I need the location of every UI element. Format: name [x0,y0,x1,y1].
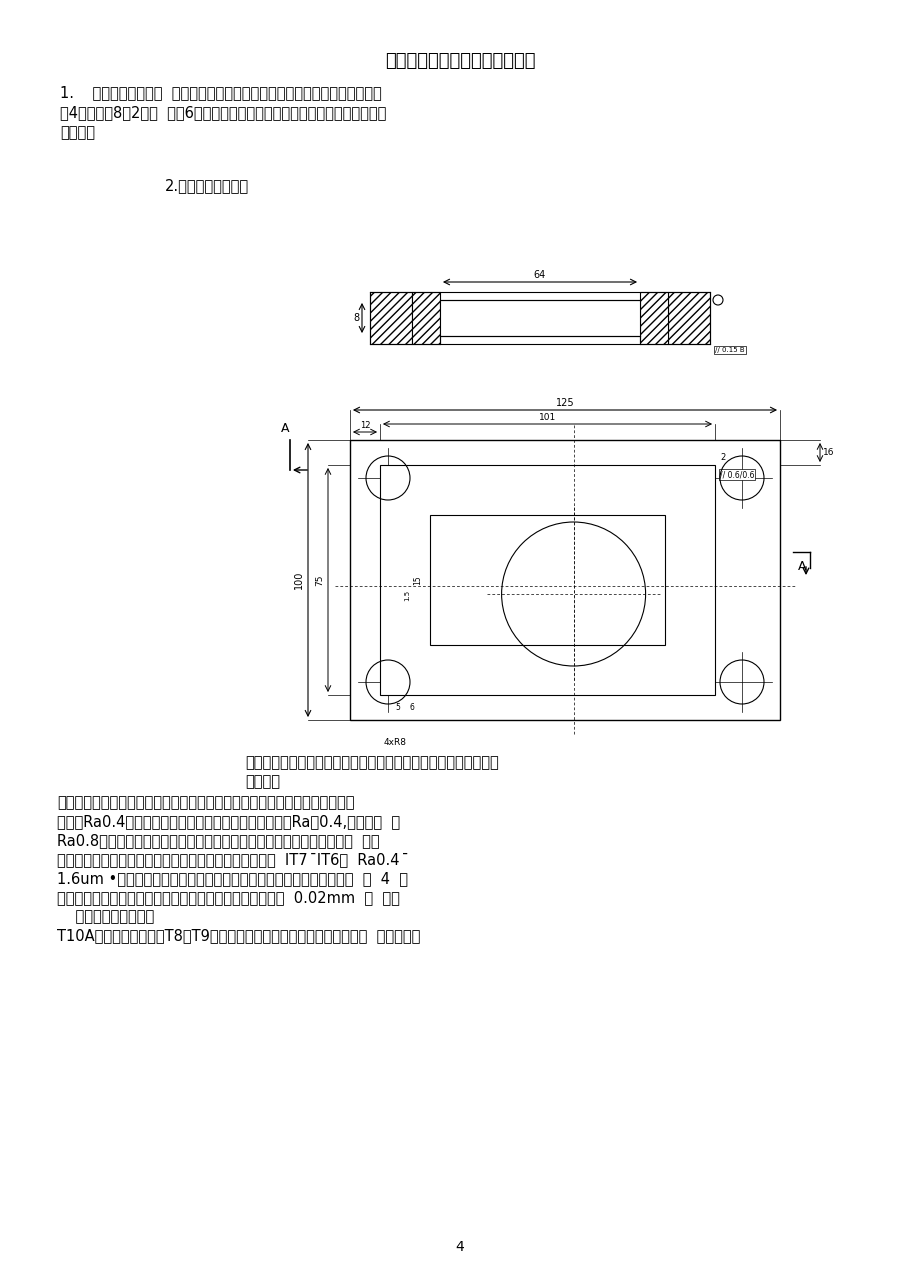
Text: 4xR8: 4xR8 [383,738,406,747]
Text: 100: 100 [294,570,303,589]
Text: 第一章、零件的技术要求及分析: 第一章、零件的技术要求及分析 [384,52,535,70]
Bar [369,292,412,344]
Text: 精度。零件上各孔之间的孔间应保持一致，一般误差要求在  0.02mm  以  下。: 精度。零件上各孔之间的孔间应保持一致，一般误差要求在 0.02mm 以 下。 [57,890,400,906]
Text: 注采用统: 注采用统 [244,773,279,789]
Text: 2.图纸技术要求分析: 2.图纸技术要求分析 [165,178,249,193]
Bar [429,516,664,645]
Text: Ra3.2/Ra: Ra3.2/Ra [593,555,624,573]
Text: 125: 125 [555,398,573,408]
Bar [380,465,714,695]
Text: φ23~3/28: φ23~3/28 [603,601,641,627]
Text: // 0.6/0.6: // 0.6/0.6 [720,470,754,479]
Text: 2: 2 [720,452,724,461]
Text: A: A [280,422,289,436]
Bar [349,439,779,720]
Bar [640,292,667,344]
Text: 0.4: 0.4 [488,545,501,554]
Text: 12: 12 [359,420,369,431]
Text: T10A强度及耐磨性均较T8和T9高，但热硬性低、淬透性不高且淬火变形  大。适于制: T10A强度及耐磨性均较T8和T9高，但热硬性低、淬透性不高且淬火变形 大。适于… [57,928,420,944]
Text: 15: 15 [413,575,422,584]
Text: 4: 4 [455,1240,464,1253]
Text: 有4个直径为8，2个直  径为6的凹模通孔，中间为下凹的型腔，因此其结构形状: 有4个直径为8，2个直 径为6的凹模通孔，中间为下凹的型腔，因此其结构形状 [60,105,386,119]
Text: 6: 6 [409,704,414,712]
Text: 1.    零件结构形状分析  该零件从形体上分析其总体结构为平行六面体，上表面: 1. 零件结构形状分析 该零件从形体上分析其总体结构为平行六面体，上表面 [60,85,381,100]
Text: 的基准即设计基准，零件内腔各表面的粗糙度要求较高，下凹部分的表面粗糙: 的基准即设计基准，零件内腔各表面的粗糙度要求较高，下凹部分的表面粗糙 [57,795,354,810]
Bar [439,300,640,337]
Text: 如图可知，该零件形状比较简单，外形尺寸也不大。要求的尺寸标: 如图可知，该零件形状比较简单，外形尺寸也不大。要求的尺寸标 [244,754,498,770]
Text: 101: 101 [539,413,555,422]
Text: 1.6um •对安装滑动导柱的零件，孔轴线与上下模座平面的垂直度要求  为  4  级: 1.6um •对安装滑动导柱的零件，孔轴线与上下模座平面的垂直度要求 为 4 级 [57,871,407,886]
Text: 16: 16 [823,448,834,457]
Bar [412,292,439,344]
Text: A: A [797,560,806,573]
Text: 64: 64 [533,271,546,279]
Text: // 0.15 B: // 0.15 B [714,347,743,353]
Text: Ra0.8。另外零件上孔比较多，要求有一定的位置精度。零件上各孔的精  度，: Ra0.8。另外零件上孔比较多，要求有一定的位置精度。零件上各孔的精 度， [57,833,380,848]
Text: 8: 8 [354,312,359,323]
Text: 较简单。: 较简单。 [60,124,95,140]
Text: 度达到Ra0.4。另外，该零件有一个固定孔，其精度要求Ra为0.4,平面部分  位: 度达到Ra0.4。另外，该零件有一个固定孔，其精度要求Ra为0.4,平面部分 位 [57,814,400,829]
Text: 1.5: 1.5 [403,589,410,601]
Text: 5: 5 [395,704,400,712]
Text: 垂直度和孔间距要求。常用零件各孔径的配合精度一般为  IT7  ̄IT6，  Ra0.4  ̄: 垂直度和孔间距要求。常用零件各孔径的配合精度一般为 IT7 ̄IT6， Ra0.… [57,852,408,867]
Bar [667,292,709,344]
Text: 材料的机械性能分析: 材料的机械性能分析 [57,909,154,925]
Text: 75: 75 [314,574,323,585]
